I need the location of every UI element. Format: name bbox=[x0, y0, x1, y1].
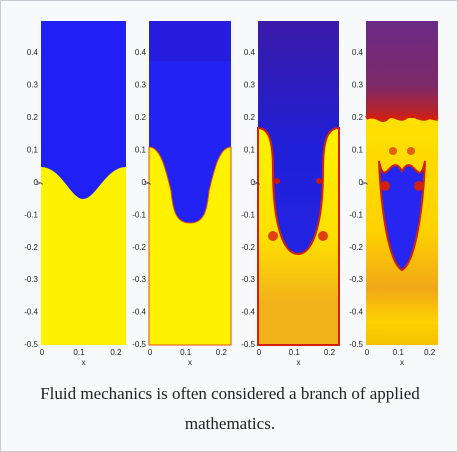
x-tick-label: 0.1 bbox=[289, 348, 301, 357]
panel-image bbox=[365, 21, 439, 345]
y-tick-label: 0.2 bbox=[352, 113, 364, 122]
y-tick-label: 0 bbox=[359, 178, 364, 187]
x-tick-label: 0 bbox=[365, 348, 370, 357]
y-tick-label: -0.1 bbox=[349, 210, 363, 219]
y-tick-label: -0.3 bbox=[241, 275, 255, 284]
x-tick-label: 0.2 bbox=[324, 348, 336, 357]
x-axis-label: x bbox=[400, 358, 404, 367]
y-tick-label: 0.4 bbox=[352, 48, 364, 57]
y-tick-label: -0.3 bbox=[132, 275, 146, 284]
y-tick-label: 0 bbox=[142, 178, 147, 187]
y-tick-label: 0.3 bbox=[352, 81, 364, 90]
x-axis-label: x bbox=[297, 358, 301, 367]
y-tick-label: -0.2 bbox=[24, 243, 38, 252]
y-tick-label: 0.1 bbox=[244, 145, 256, 154]
y-axis-label: y bbox=[359, 181, 368, 185]
axis-labels: 0.40.30.20.10-0.1-0.2-0.3-0.4-0.50 0.1 0.2… bbox=[24, 48, 436, 367]
y-tick-label: -0.2 bbox=[241, 243, 255, 252]
y-tick-label: 0.1 bbox=[135, 145, 147, 154]
x-tick-label: 0 bbox=[40, 348, 45, 357]
y-tick-label: -0.2 bbox=[132, 243, 146, 252]
x-tick-label: 0.2 bbox=[424, 348, 436, 357]
x-tick-label: 0 bbox=[148, 348, 153, 357]
figure-image: 0.40.30.20.10-0.1-0.2-0.3-0.4-0.50 0.1 0.2… bbox=[24, 21, 439, 367]
y-tick-label: -0.1 bbox=[132, 210, 146, 219]
y-axis-label: y bbox=[251, 181, 260, 185]
y-tick-label: -0.5 bbox=[241, 340, 255, 349]
x-tick-label: 0.1 bbox=[73, 348, 85, 357]
y-tick-label: 0.2 bbox=[27, 113, 39, 122]
y-tick-label: -0.5 bbox=[132, 340, 146, 349]
y-axis-label: y bbox=[34, 181, 43, 185]
x-axis-label: x bbox=[82, 358, 86, 367]
y-tick-label: 0.4 bbox=[27, 48, 39, 57]
y-tick-label: -0.4 bbox=[349, 308, 363, 317]
y-tick-label: 0.3 bbox=[244, 81, 256, 90]
x-tick-label: 0.2 bbox=[216, 348, 228, 357]
y-tick-label: -0.3 bbox=[24, 275, 38, 284]
y-tick-label: -0.3 bbox=[349, 275, 363, 284]
y-tick-label: -0.4 bbox=[24, 308, 38, 317]
y-tick-label: -0.2 bbox=[349, 243, 363, 252]
y-tick-label: 0.3 bbox=[27, 81, 39, 90]
panel-image bbox=[148, 21, 232, 346]
x-tick-label: 0.1 bbox=[393, 348, 405, 357]
x-tick-label: 0 bbox=[257, 348, 262, 357]
y-tick-label: -0.4 bbox=[132, 308, 146, 317]
y-tick-label: -0.4 bbox=[241, 308, 255, 317]
y-tick-label: 0.2 bbox=[135, 113, 147, 122]
y-tick-label: 0.1 bbox=[27, 145, 39, 154]
panel-image bbox=[41, 21, 126, 345]
x-axis-label: x bbox=[188, 358, 192, 367]
y-tick-label: 0 bbox=[34, 178, 39, 187]
y-tick-label: -0.5 bbox=[24, 340, 38, 349]
caption: Fluid mechanics is often considered a br… bbox=[40, 384, 420, 433]
y-tick-label: 0.4 bbox=[135, 48, 147, 57]
y-tick-label: 0.4 bbox=[244, 48, 256, 57]
y-tick-label: -0.5 bbox=[349, 340, 363, 349]
y-tick-label: 0.3 bbox=[135, 81, 147, 90]
y-tick-label: 0.1 bbox=[352, 145, 364, 154]
y-tick-label: 0 bbox=[251, 178, 256, 187]
y-tick-label: -0.1 bbox=[241, 210, 255, 219]
y-axis-label: y bbox=[142, 181, 151, 185]
x-tick-label: 0.2 bbox=[110, 348, 122, 357]
y-tick-label: -0.1 bbox=[24, 210, 38, 219]
y-tick-label: 0.2 bbox=[244, 113, 256, 122]
panel-image bbox=[257, 21, 340, 346]
x-tick-label: 0.1 bbox=[180, 348, 192, 357]
